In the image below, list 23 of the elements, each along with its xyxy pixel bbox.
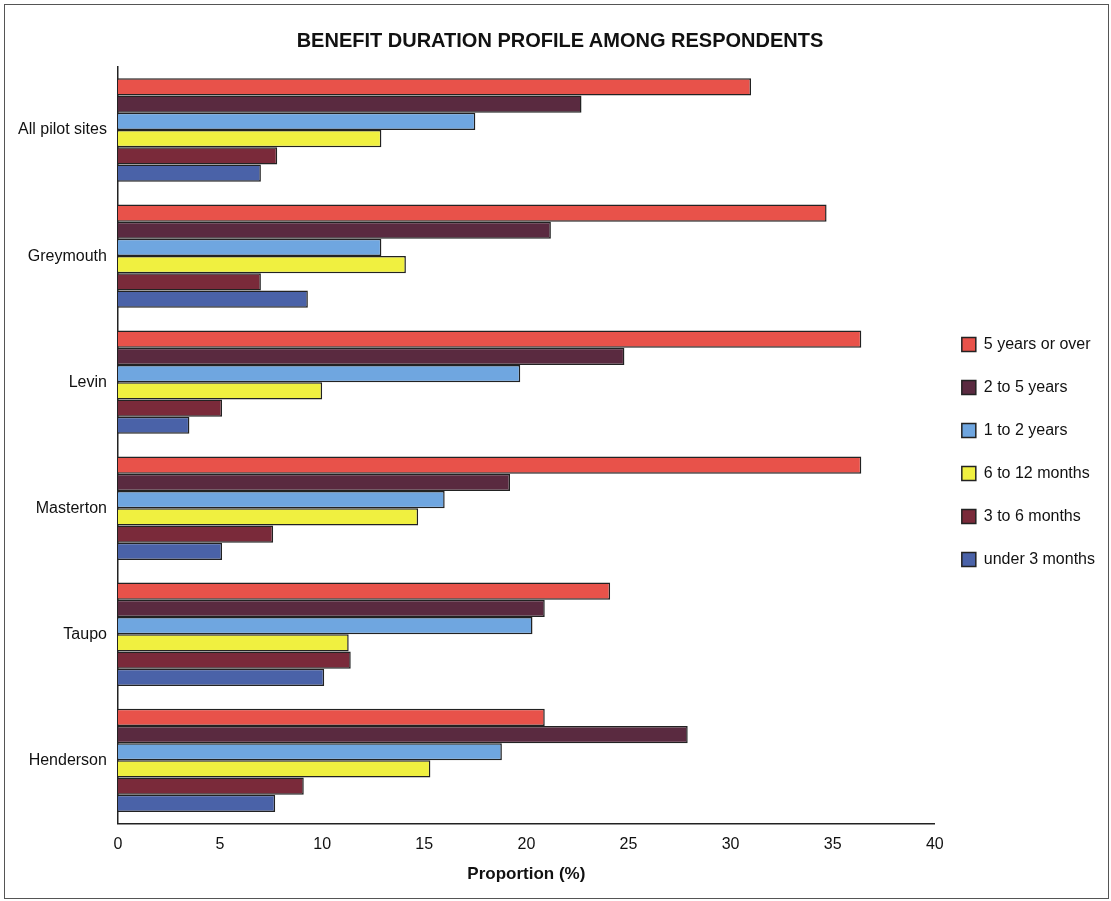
- legend-label: under 3 months: [983, 549, 1096, 567]
- x-tick-label: 40: [925, 835, 944, 853]
- legend-label: 2 to 5 years: [983, 377, 1068, 395]
- chart-title: BENEFIT DURATION PROFILE AMONG RESPONDENTS: [296, 28, 824, 51]
- legend-label: 1 to 2 years: [983, 420, 1068, 438]
- x-tick-label: 30: [721, 835, 740, 853]
- y-tick-label: Taupo: [63, 624, 108, 642]
- x-tick-label: 0: [113, 835, 123, 853]
- legend-label: 3 to 6 months: [983, 506, 1081, 524]
- x-tick-label: 5: [215, 835, 225, 853]
- x-tick-label: 25: [619, 835, 638, 853]
- y-tick-label: Greymouth: [27, 246, 107, 264]
- y-tick-label: Levin: [68, 372, 107, 390]
- y-tick-label: Henderson: [28, 750, 107, 768]
- x-tick-label: 20: [517, 835, 536, 853]
- x-tick-label: 10: [313, 835, 332, 853]
- x-tick-label: 35: [823, 835, 842, 853]
- x-axis-title: Proportion (%): [467, 864, 586, 884]
- x-tick-label: 15: [415, 835, 434, 853]
- legend-label: 5 years or over: [983, 334, 1092, 352]
- legend-label: 6 to 12 months: [983, 463, 1090, 481]
- y-tick-label: Masterton: [35, 498, 107, 516]
- y-tick-label: All pilot sites: [18, 120, 107, 138]
